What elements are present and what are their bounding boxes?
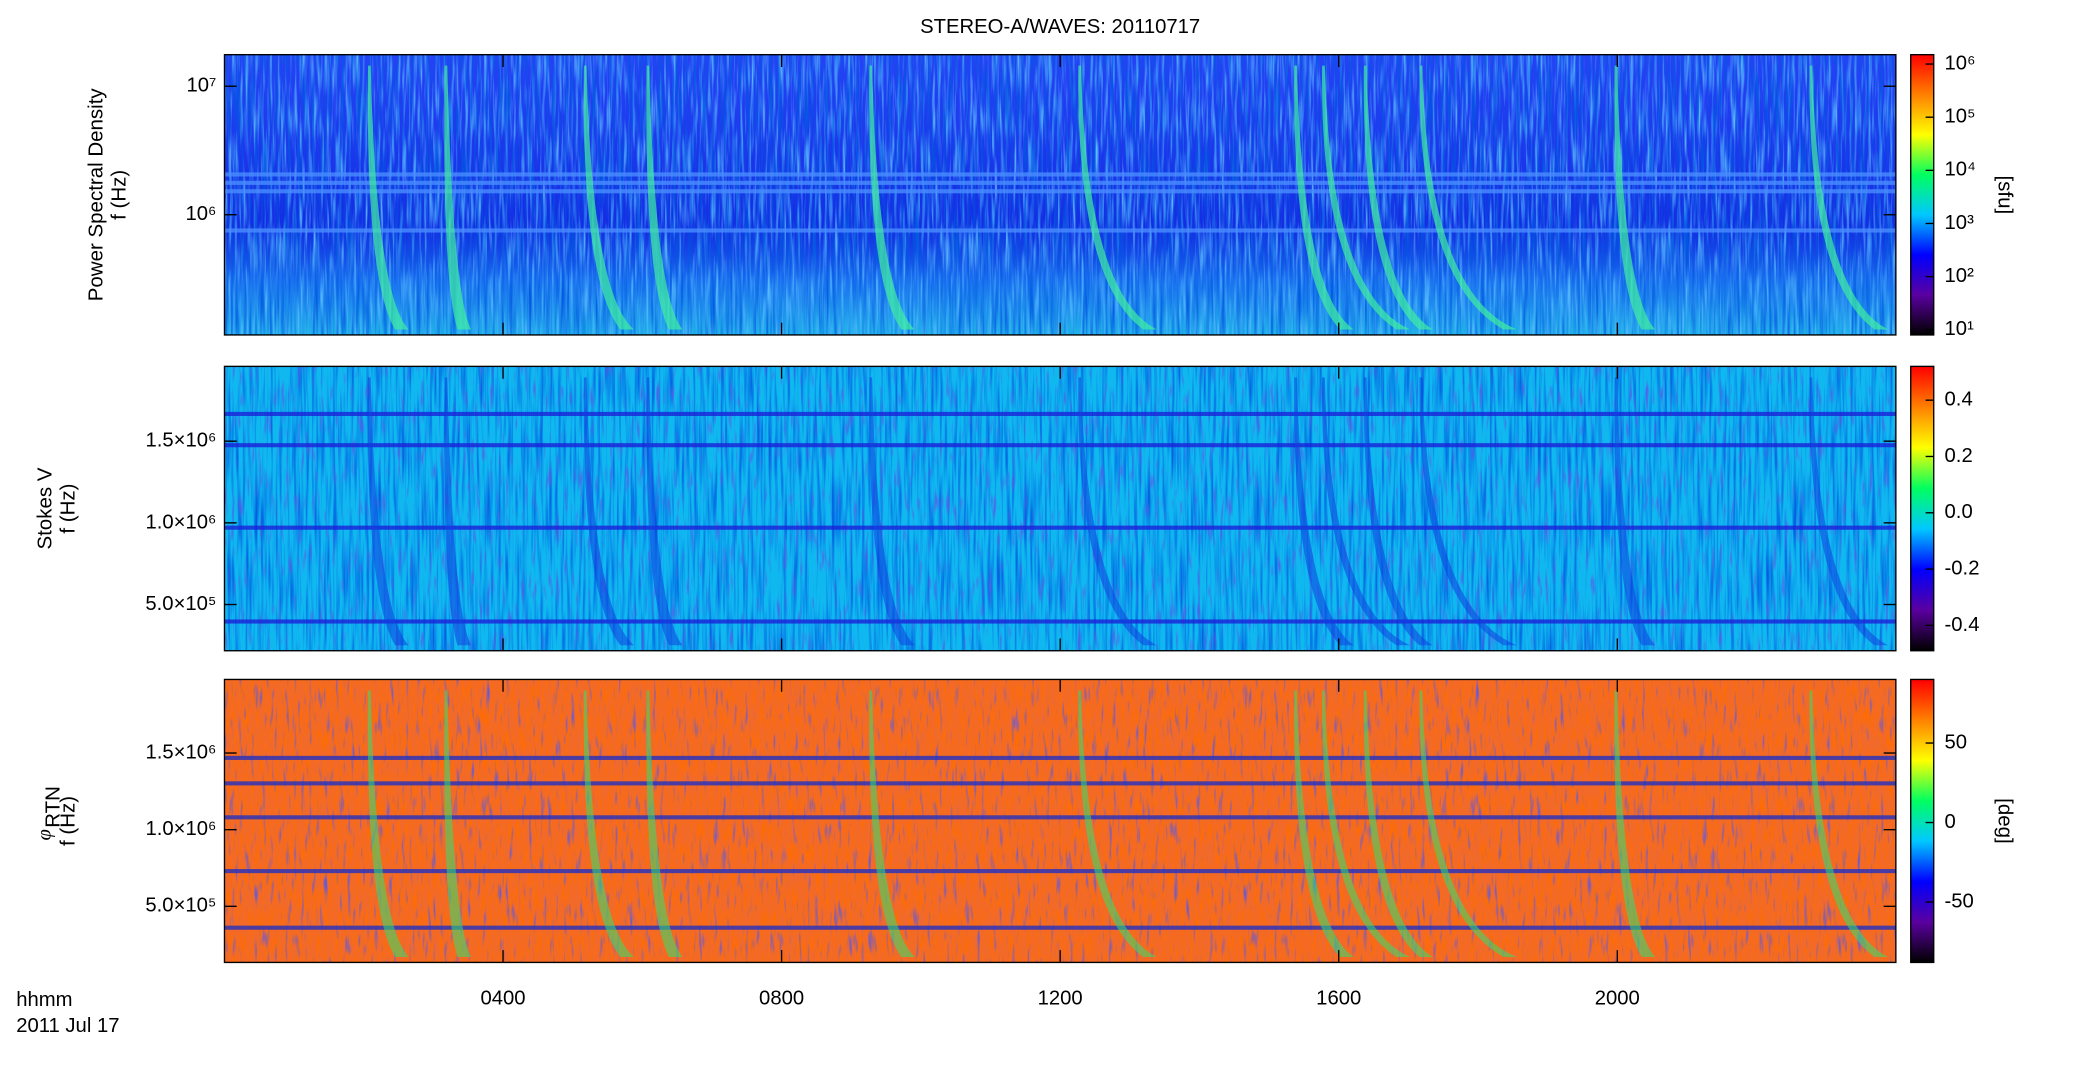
band-line (224, 525, 1896, 530)
burst-trace (869, 377, 915, 646)
y-quantity: Power Spectral Density (86, 88, 108, 302)
colorbar-tick-label: 10² (1945, 265, 1975, 287)
band-line (224, 172, 1896, 177)
colorbar-tick-label: 10⁴ (1945, 159, 1976, 181)
spectrogram-texture (224, 366, 1896, 651)
burst-trace (1614, 377, 1656, 646)
colorbar-label: [sfu] (1994, 175, 2016, 214)
band-line (224, 781, 1896, 786)
band-line (224, 619, 1896, 624)
burst-trace (646, 377, 683, 646)
colorbar-tick-label: 0 (1945, 811, 1956, 833)
colorbar-tick-label: 10⁵ (1945, 106, 1976, 128)
burst-trace (646, 65, 683, 330)
y-tick-label: 10⁷ (186, 75, 216, 97)
colorbar-label: [deg] (1994, 798, 2016, 844)
colorbar-tick-label: 10¹ (1945, 318, 1975, 340)
band-line (224, 180, 1896, 185)
burst-trace (869, 690, 915, 957)
colorbar-tick-label: 50 (1945, 731, 1968, 753)
y-quantity: Stokes V (34, 467, 56, 549)
chart-title: STEREO-A/WAVES: 20110717 (920, 16, 1200, 38)
colorbar-tick-label: 10⁶ (1945, 52, 1976, 74)
colorbar-label-group: [sfu] (1994, 175, 2016, 214)
y-axis-label: Power Spectral Density f (Hz) (86, 88, 131, 302)
colorbar (1910, 54, 1935, 336)
band-line (224, 411, 1896, 416)
band-line (224, 925, 1896, 930)
burst-trace (1614, 65, 1656, 330)
spectrogram-texture (224, 679, 1896, 963)
colorbar-tick-label: 0.4 (1945, 388, 1973, 410)
colorbar-tick-label: -0.4 (1945, 614, 1980, 636)
band-line (224, 189, 1896, 194)
y-unit-label: f (Hz) (109, 170, 131, 220)
band-line (224, 228, 1896, 233)
spectrogram-texture (224, 54, 1896, 335)
burst-trace (367, 690, 409, 957)
band-line (224, 869, 1896, 874)
x-tick-label: 0400 (480, 988, 525, 1010)
burst-trace (646, 690, 683, 957)
colorbar-tick-label: 0.0 (1945, 501, 1973, 523)
burst-trace (367, 377, 409, 646)
y-tick-label: 5.0×10⁵ (145, 895, 216, 917)
y-tick-label: 1.5×10⁶ (145, 430, 216, 452)
y-unit-label: f (Hz) (57, 484, 79, 534)
burst-trace (583, 690, 634, 957)
colorbar-tick-label: 0.2 (1945, 445, 1973, 467)
y-tick-label: 5.0×10⁵ (145, 593, 216, 615)
burst-trace (444, 377, 471, 646)
y-tick-label: 1.5×10⁶ (145, 741, 216, 763)
colorbar (1910, 678, 1935, 964)
burst-trace (583, 377, 634, 646)
burst-trace (444, 65, 471, 330)
y-quantity-subscript: RTN (43, 786, 65, 828)
x-tick-label: 0800 (759, 988, 804, 1010)
y-tick-label: 10⁶ (185, 203, 216, 225)
colorbar-label-group: [deg] (1994, 798, 2016, 844)
y-tick-label: 1.0×10⁶ (145, 818, 216, 840)
burst-trace (1614, 690, 1656, 957)
colorbar-tick-label: 10³ (1945, 212, 1975, 234)
colorbar (1910, 365, 1935, 652)
x-tick-label: 1600 (1316, 988, 1361, 1010)
burst-trace (367, 65, 409, 330)
y-tick-label: 1.0×10⁶ (145, 511, 216, 533)
colorbar-tick-label: -50 (1945, 890, 1974, 912)
x-axis-label: hhmm (16, 989, 72, 1011)
band-line (224, 815, 1896, 820)
burst-trace (869, 65, 915, 330)
y-quantity: φ (34, 829, 56, 840)
x-tick-label: 2000 (1595, 988, 1640, 1010)
y-unit-label: f (Hz) (57, 796, 79, 846)
band-line (224, 755, 1896, 760)
burst-trace (444, 690, 471, 957)
band-line (224, 443, 1896, 448)
burst-trace (583, 65, 634, 330)
colorbar-tick-label: -0.2 (1945, 557, 1980, 579)
date-label: 2011 Jul 17 (16, 1015, 119, 1037)
x-tick-label: 1200 (1038, 988, 1083, 1010)
